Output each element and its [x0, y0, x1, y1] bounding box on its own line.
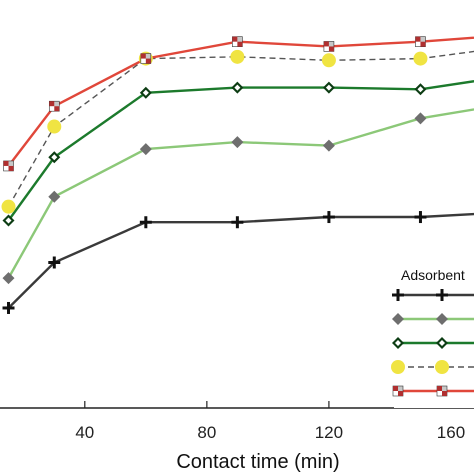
series-2-point — [139, 143, 152, 156]
series-3-point — [139, 86, 152, 99]
legend-marker-4 — [435, 360, 449, 374]
legend-entry-5 — [392, 385, 474, 397]
series-5-point — [48, 100, 60, 112]
x-tick-label: 120 — [315, 423, 343, 442]
series-3-line — [7, 80, 474, 222]
series-4-point — [230, 49, 245, 64]
series-2-point — [322, 139, 335, 152]
legend-entries — [391, 289, 474, 397]
series-1-point — [231, 216, 244, 229]
series-1-point — [414, 211, 427, 224]
x-tick-label: 80 — [197, 423, 216, 442]
legend-marker-2 — [436, 313, 448, 325]
series-4-line — [7, 50, 474, 208]
x-axis-title: Contact time (min) — [176, 451, 339, 473]
series-1-point — [139, 216, 152, 229]
legend-entry-3 — [392, 337, 474, 349]
legend-entry-4 — [391, 360, 474, 374]
legend-title: Adsorbent — [401, 267, 465, 283]
legend-entry-2 — [392, 313, 474, 325]
legend-marker-2 — [392, 313, 404, 325]
legend-marker-3 — [436, 337, 448, 349]
series-markers — [1, 36, 428, 314]
legend-marker-1 — [436, 289, 448, 301]
series-1-point — [2, 301, 15, 314]
legend-marker-3 — [392, 337, 404, 349]
series-3-point — [231, 81, 244, 94]
series-3-point — [414, 83, 427, 96]
x-tick-label: 160 — [437, 423, 465, 442]
series-4-point — [47, 119, 62, 134]
legend: Adsorbent — [391, 258, 474, 408]
legend-entry-1 — [392, 289, 474, 301]
legend-background — [394, 258, 474, 408]
x-tick-label: 40 — [75, 423, 94, 442]
legend-marker-4 — [391, 360, 405, 374]
legend-marker-1 — [392, 289, 404, 301]
series-4-point — [413, 51, 428, 66]
series-2-point — [48, 190, 61, 203]
series-2-point — [2, 272, 15, 285]
series-1-point — [48, 256, 61, 269]
series-4-point — [1, 199, 16, 214]
series-2-point — [414, 112, 427, 125]
legend-marker-5 — [436, 385, 448, 397]
series-1-point — [322, 211, 335, 224]
series-5-point — [415, 36, 426, 47]
series-4-point — [321, 53, 336, 68]
series-3-point — [322, 81, 335, 94]
series-5-point — [140, 53, 152, 64]
series-3-point — [48, 151, 61, 164]
legend-marker-5 — [392, 385, 404, 397]
series-5-point — [323, 41, 335, 52]
series-3-point — [2, 214, 15, 227]
series-5-point — [3, 160, 14, 172]
series-2-point — [231, 136, 244, 149]
series-5-point — [232, 36, 243, 47]
